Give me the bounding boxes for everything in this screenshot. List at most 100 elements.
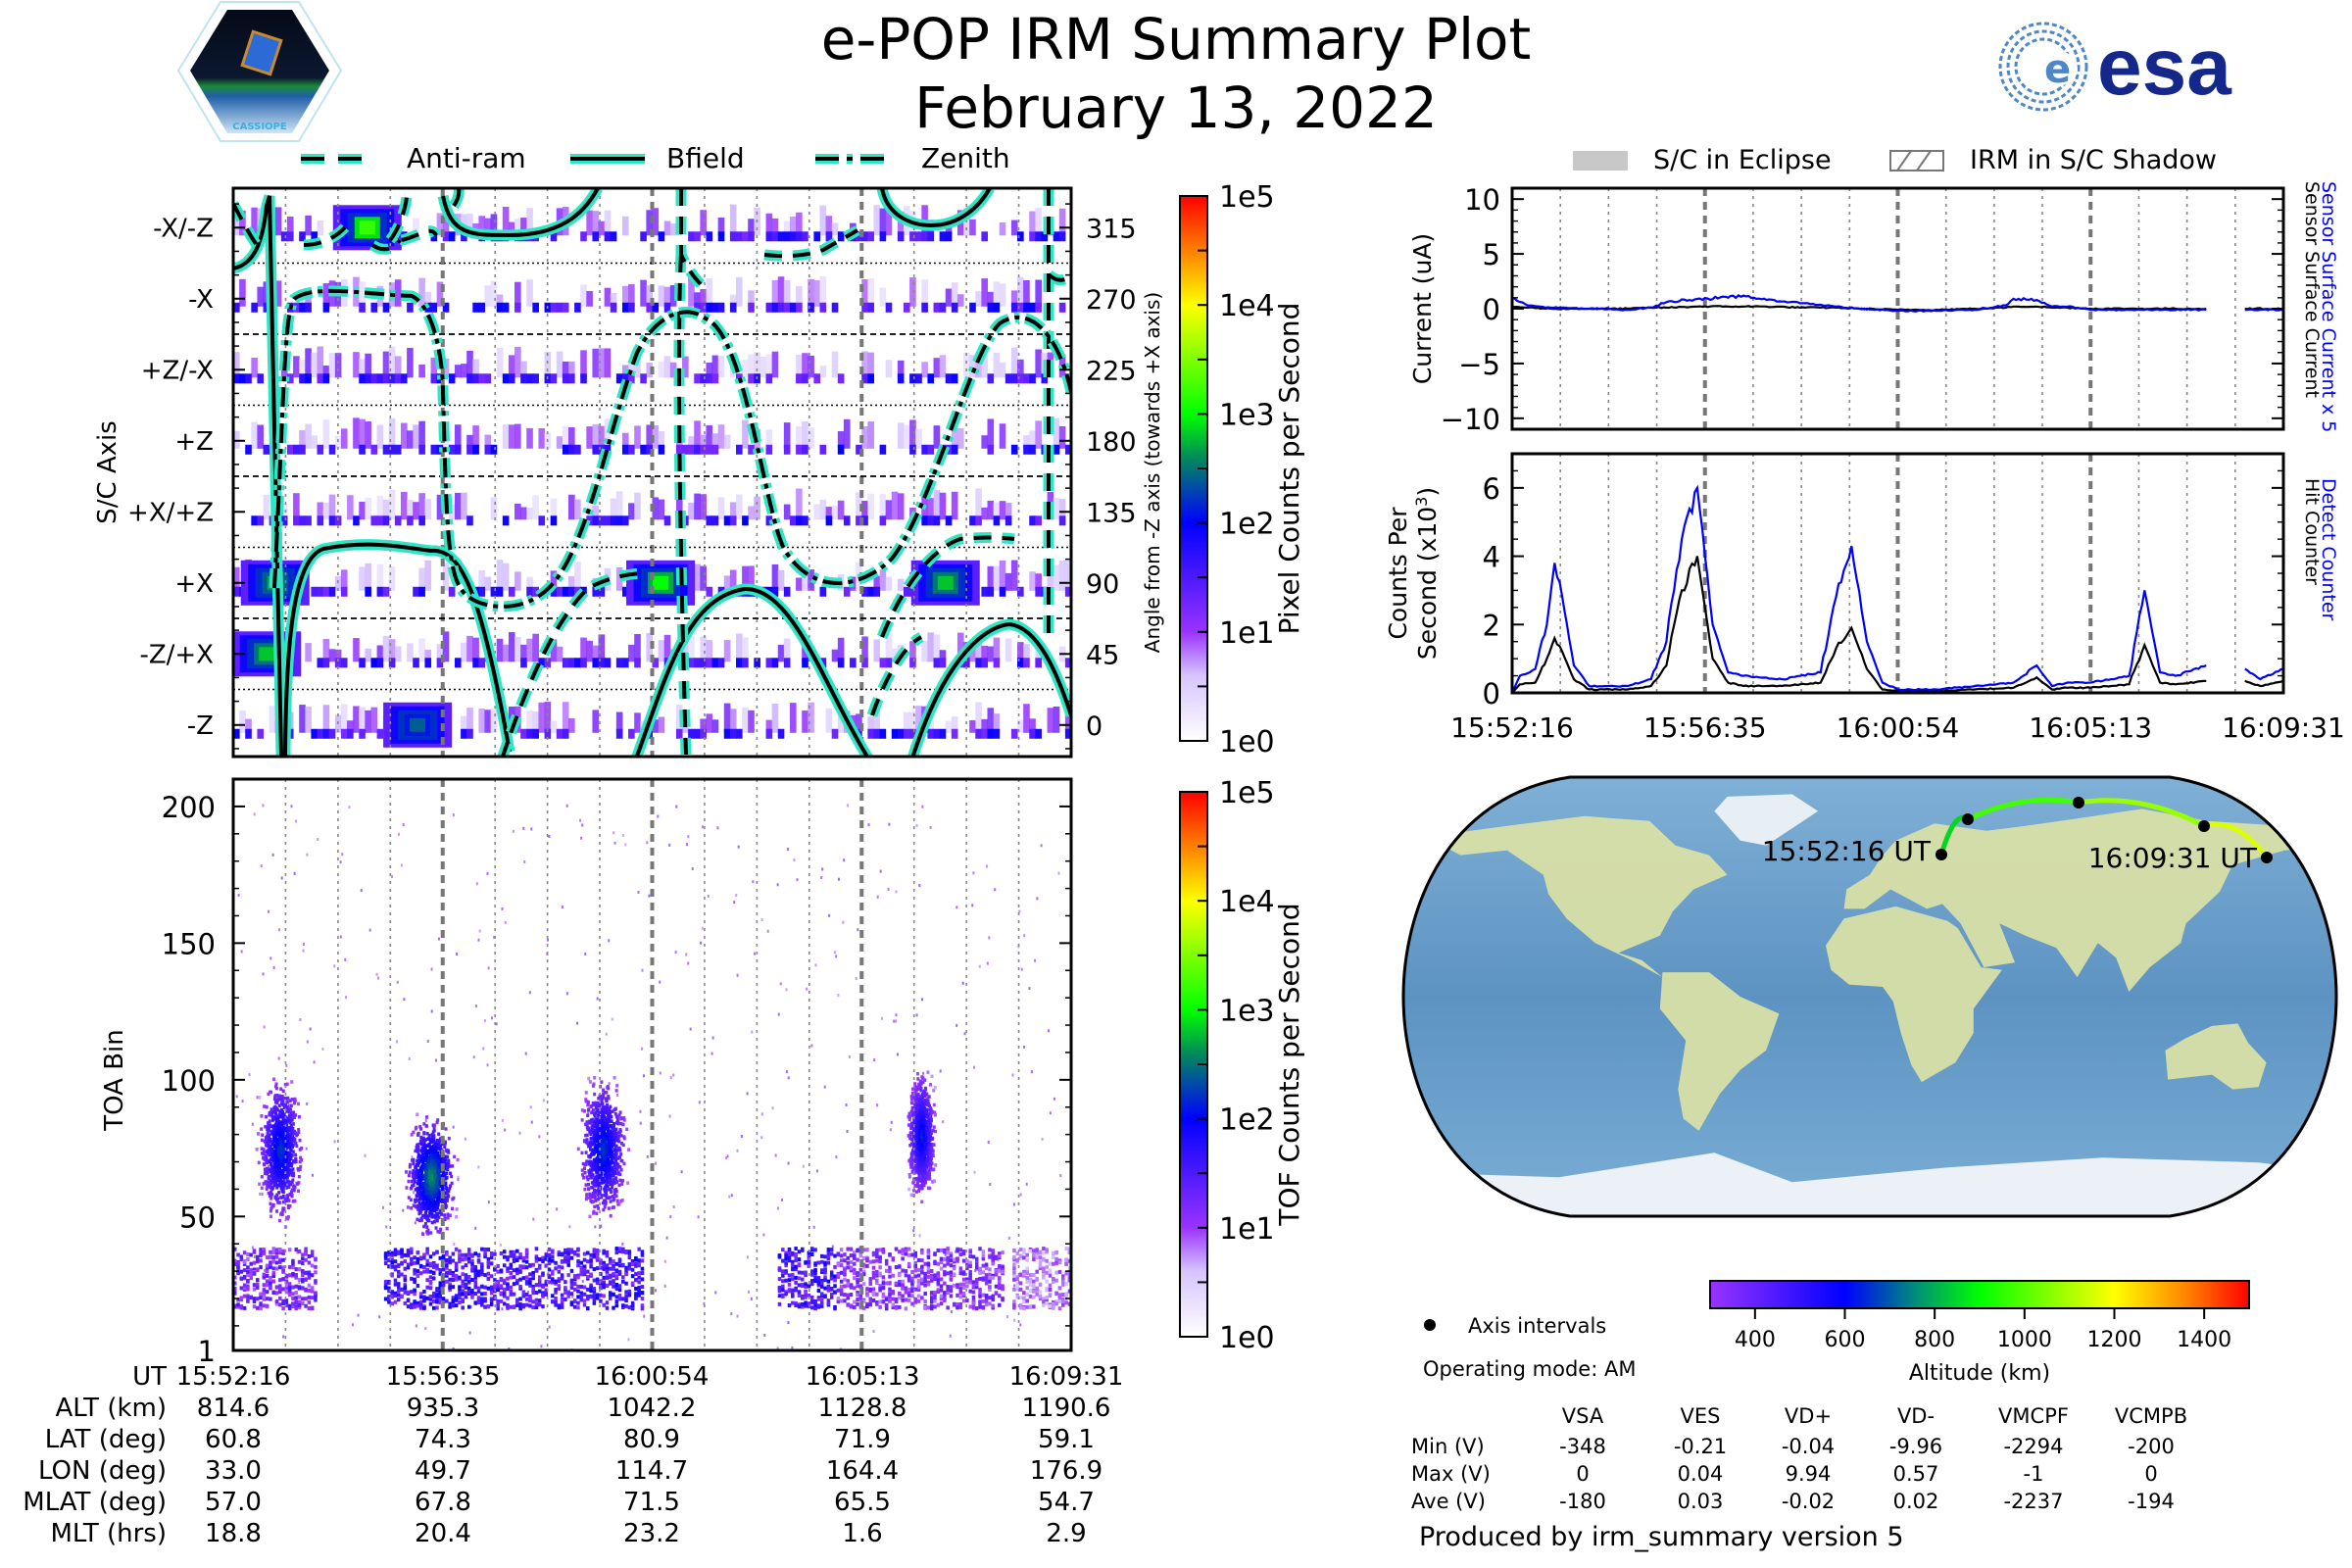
pixel-cell xyxy=(454,444,462,455)
tof-band-cell xyxy=(826,1248,831,1252)
pixel-cell xyxy=(286,216,294,236)
pixel-cell xyxy=(652,208,660,236)
tof-band-cell xyxy=(464,1256,468,1261)
tof-band-cell xyxy=(390,1257,394,1262)
tof-band-cell xyxy=(441,1297,446,1301)
pixel-cell xyxy=(604,348,612,378)
tof-band-cell xyxy=(294,1296,298,1300)
pixel-cell xyxy=(466,444,473,455)
pixel-cell xyxy=(729,569,737,591)
tof-band-cell xyxy=(274,1249,279,1253)
tof-band-cell xyxy=(1064,1247,1068,1251)
tof-band-cell xyxy=(387,1295,391,1299)
tof-band-cell xyxy=(981,1304,986,1309)
tof-band-cell xyxy=(978,1299,982,1304)
pixel-cell xyxy=(987,708,995,733)
tof-band-cell xyxy=(1048,1268,1053,1273)
tof-blob-cell xyxy=(271,1128,275,1132)
tof-speckle xyxy=(424,1118,427,1122)
tof-blob-cell xyxy=(267,1181,270,1186)
pixel-cell xyxy=(765,719,773,733)
tof-band-cell xyxy=(256,1282,260,1287)
tof-blob-cell xyxy=(274,1164,278,1168)
tof-band-cell xyxy=(807,1250,811,1255)
tof-band-cell xyxy=(923,1276,927,1281)
tof-band-cell xyxy=(297,1249,302,1253)
y-right-tick-label: 45 xyxy=(1086,640,1119,670)
tof-speckle xyxy=(568,1225,571,1229)
pixel-cell xyxy=(621,216,629,236)
tof-band-cell xyxy=(284,1303,289,1308)
tof-band-cell xyxy=(435,1293,439,1298)
tof-band-cell xyxy=(894,1298,899,1303)
tof-blob-cell xyxy=(279,1171,283,1176)
tof-band-cell xyxy=(813,1268,817,1273)
tof-band-cell xyxy=(557,1278,562,1283)
tof-band-cell xyxy=(486,1304,491,1309)
pixel-cell xyxy=(1058,560,1066,591)
pixel-cell xyxy=(598,634,606,662)
tof-band-cell xyxy=(939,1284,944,1289)
pixel-cell xyxy=(975,635,982,662)
tof-speckle xyxy=(302,942,305,946)
tof-band-cell xyxy=(943,1298,947,1302)
tof-band-cell xyxy=(804,1293,808,1298)
tof-speckle xyxy=(736,1149,739,1152)
tof-band-cell xyxy=(476,1272,481,1277)
pixel-cell xyxy=(263,494,270,520)
tof-band-cell xyxy=(502,1250,507,1254)
pixel-cell xyxy=(334,435,342,449)
pixel-cell xyxy=(322,586,330,597)
tof-band-cell xyxy=(1057,1269,1062,1274)
pixel-cell xyxy=(514,302,521,313)
pixel-cell xyxy=(448,231,456,242)
tof-band-cell xyxy=(252,1298,257,1303)
tof-band-cell xyxy=(906,1247,911,1251)
pixel-cell xyxy=(765,213,773,236)
pixel-cell xyxy=(365,353,371,378)
tof-speckle xyxy=(251,1246,254,1250)
tof-band-cell xyxy=(836,1298,841,1303)
tof-band-cell xyxy=(576,1300,580,1305)
tof-band-cell xyxy=(502,1292,507,1297)
tof-band-cell xyxy=(239,1305,244,1310)
tof-speckle xyxy=(777,1012,780,1016)
tof-band-cell xyxy=(489,1261,494,1266)
pixel-cell xyxy=(837,637,845,662)
pixel-cell xyxy=(334,515,342,526)
tof-speckle xyxy=(646,841,649,845)
pixel-cell xyxy=(831,222,839,236)
pixel-cell xyxy=(610,231,617,242)
tof-speckle xyxy=(1059,1174,1062,1178)
tof-band-cell xyxy=(988,1276,992,1281)
tof-band-cell xyxy=(515,1302,519,1307)
tof-blob-cell xyxy=(294,1152,298,1157)
tof-band-cell xyxy=(307,1275,312,1280)
tof-band-cell xyxy=(297,1303,302,1308)
tof-band-cell xyxy=(458,1253,462,1258)
tof-speckle xyxy=(1011,1073,1014,1077)
pixel-cell xyxy=(293,444,300,455)
pixel-cell xyxy=(796,231,803,242)
tof-band-cell xyxy=(435,1305,439,1310)
tof-band-cell xyxy=(1057,1298,1062,1303)
tof-speckle xyxy=(377,976,380,980)
tof-band-cell xyxy=(390,1252,394,1257)
pixel-cell xyxy=(508,586,515,597)
tof-band-cell xyxy=(554,1300,558,1305)
tof-band-cell xyxy=(861,1305,866,1310)
tof-blob-cell xyxy=(280,1107,284,1112)
tof-band-cell xyxy=(781,1284,785,1289)
pixel-cell xyxy=(729,294,737,307)
tof-band-cell xyxy=(608,1293,612,1298)
colorbar-tick-label: 1e2 xyxy=(1219,508,1275,542)
tof-band-cell xyxy=(537,1280,542,1285)
tof-speckle xyxy=(1018,909,1021,913)
pixel-cell xyxy=(490,586,498,597)
tof-speckle xyxy=(339,935,342,939)
tof-speckle xyxy=(872,1330,875,1334)
tof-band-cell xyxy=(233,1261,237,1266)
pixel-cell xyxy=(783,220,791,236)
tof-band-cell xyxy=(884,1297,889,1301)
tof-band-cell xyxy=(541,1284,545,1289)
